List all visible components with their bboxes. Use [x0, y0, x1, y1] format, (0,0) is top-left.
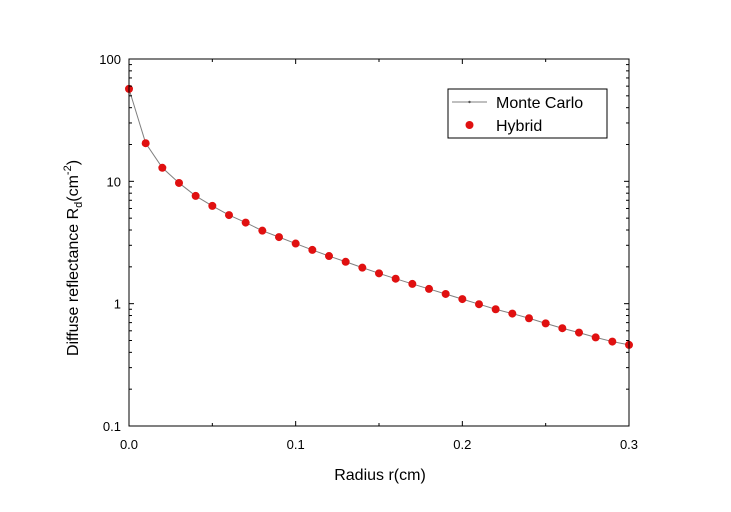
hybrid-marker	[275, 233, 283, 242]
hybrid-marker	[225, 211, 233, 220]
y-tick-label: 0.1	[103, 419, 121, 434]
y-axis-label: Diffuse reflectance Rd(cm-2)	[62, 160, 85, 356]
hybrid-marker	[291, 239, 300, 248]
hybrid-marker	[191, 191, 200, 200]
y-axis-label-unit-close: )	[65, 160, 82, 165]
x-axis-ticks: 0.0 0.1 0.2 0.3	[120, 59, 638, 452]
hybrid-marker	[241, 218, 250, 227]
y-axis-label-subscript: d	[73, 202, 85, 208]
hybrid-marker	[508, 309, 517, 318]
hybrid-marker	[325, 252, 333, 261]
hybrid-marker	[391, 274, 400, 283]
hybrid-marker	[408, 279, 417, 288]
x-axis-label: Radius r(cm)	[334, 467, 426, 484]
legend-line-swatch-point	[468, 100, 471, 104]
hybrid-marker	[158, 163, 167, 172]
x-tick-label: 0.3	[620, 437, 638, 452]
x-tick-label: 0.0	[120, 437, 138, 452]
hybrid-marker	[425, 284, 433, 293]
hybrid-marker	[475, 300, 483, 309]
hybrid-marker	[525, 314, 533, 323]
y-axis-ticks: 0.1 1 10 100	[99, 52, 629, 434]
hybrid-marker	[208, 201, 217, 210]
y-axis-label-main: Diffuse reflectance R	[65, 208, 82, 356]
y-tick-label: 1	[114, 297, 121, 312]
legend-label-hybrid: Hybrid	[496, 118, 542, 135]
hybrid-marker	[575, 328, 583, 337]
hybrid-marker	[375, 269, 383, 278]
hybrid-marker	[458, 295, 467, 304]
hybrid-marker	[441, 289, 450, 298]
legend: Monte Carlo Hybrid	[447, 88, 608, 139]
y-axis-label-unit-sup: -2	[62, 165, 74, 175]
hybrid-marker	[341, 257, 350, 266]
series-layer	[125, 84, 633, 349]
y-tick-label: 100	[99, 52, 121, 67]
y-axis-label-unit-open: (cm	[65, 175, 82, 202]
hybrid-marker	[141, 139, 150, 148]
legend-label-monte-carlo: Monte Carlo	[496, 95, 583, 112]
legend-marker-swatch	[465, 121, 474, 129]
hybrid-marker	[558, 324, 567, 333]
hybrid-marker	[591, 333, 600, 342]
x-tick-label: 0.2	[453, 437, 471, 452]
hybrid-marker	[541, 319, 550, 328]
hybrid-marker	[258, 226, 267, 235]
y-tick-label: 10	[107, 174, 121, 189]
hybrid-marker	[491, 305, 500, 314]
hybrid-marker	[608, 337, 617, 346]
x-tick-label: 0.1	[287, 437, 305, 452]
legend-box	[447, 88, 608, 139]
hybrid-marker	[358, 263, 367, 272]
hybrid-marker	[308, 245, 317, 254]
hybrid-marker	[175, 178, 183, 187]
